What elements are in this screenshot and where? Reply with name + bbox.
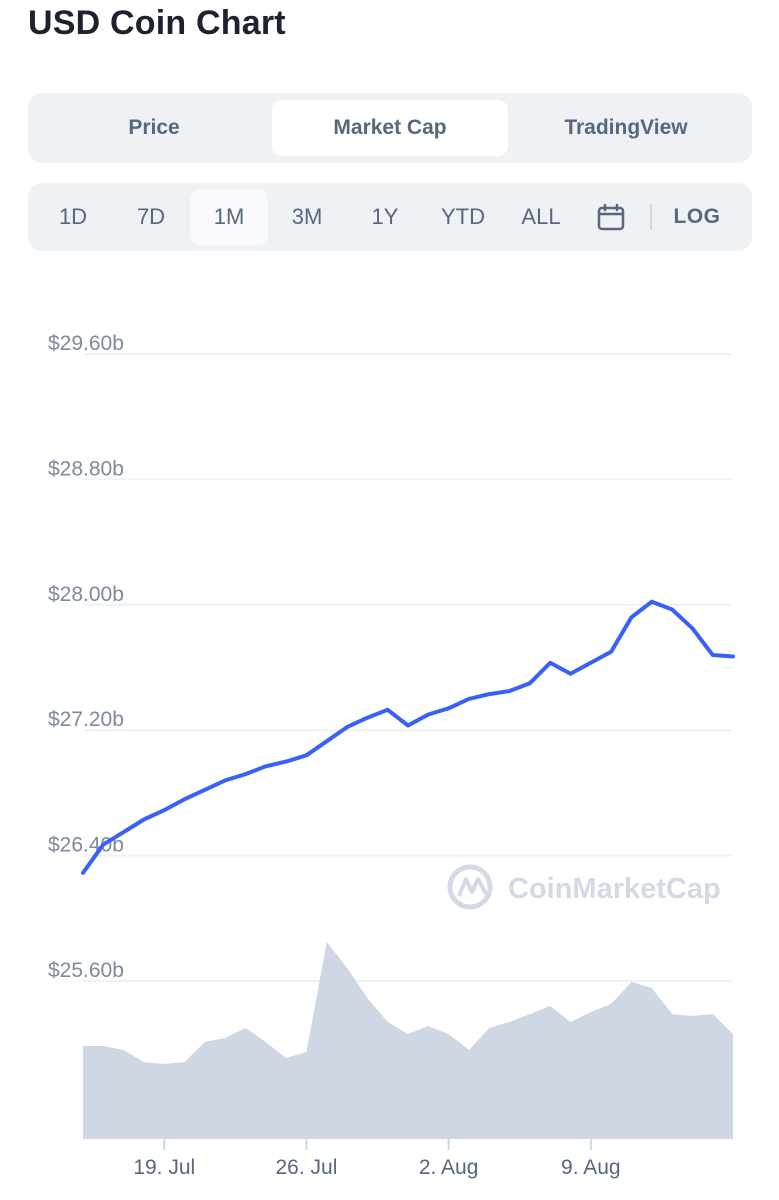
y-tick-label: $27.20b xyxy=(48,708,124,731)
range-ytd-button[interactable]: YTD xyxy=(441,204,485,229)
volume-area xyxy=(83,942,733,1138)
coinmarketcap-watermark: CoinMarketCap xyxy=(447,864,721,910)
market-cap-line-group xyxy=(81,599,735,875)
time-range-selector: 1D 7D 1M 3M 1Y YTD ALL LOG xyxy=(28,183,752,251)
y-tick-label: $28.00b xyxy=(48,583,124,606)
chart-grid xyxy=(83,353,733,982)
volume-area-shape xyxy=(83,942,733,1138)
y-tick-label: $26.40b xyxy=(48,834,124,857)
x-tick-label: 26. Jul xyxy=(276,1156,338,1179)
market-cap-line xyxy=(81,599,735,875)
tab-market-cap[interactable]: Market Cap xyxy=(272,100,508,156)
y-tick-label: $25.60b xyxy=(48,959,124,982)
chart-type-tabs: Price Market Cap TradingView xyxy=(28,93,752,163)
range-7d-button[interactable]: 7D xyxy=(136,204,166,229)
tab-tradingview[interactable]: TradingView xyxy=(564,116,688,139)
coinmarketcap-logo-icon xyxy=(447,864,493,910)
divider xyxy=(650,204,652,230)
coinmarketcap-logo-mark xyxy=(457,877,488,897)
calendar-button[interactable] xyxy=(580,189,642,245)
range-1d-button[interactable]: 1D xyxy=(58,204,88,229)
x-tick-label: 19. Jul xyxy=(133,1156,195,1179)
x-tick-label: 2. Aug xyxy=(419,1156,479,1179)
x-axis: 19. Jul 26. Jul 2. Aug 9. Aug xyxy=(83,1137,733,1179)
y-axis: $29.60b $28.80b $28.00b $27.20b $26.40b $25.6… xyxy=(48,332,124,982)
x-tick-label: 9. Aug xyxy=(561,1156,621,1179)
range-all-button[interactable]: ALL xyxy=(521,204,561,229)
range-3m-button[interactable]: 3M xyxy=(291,204,323,229)
tab-price[interactable]: Price xyxy=(128,116,180,139)
y-tick-label: $29.60b xyxy=(48,332,124,355)
market-cap-chart[interactable]: CoinMarketCap $29.60b $28.80b $28.00b $27.2… xyxy=(0,260,779,1200)
range-1y-button[interactable]: 1Y xyxy=(371,204,399,229)
page-title: USD Coin Chart xyxy=(28,4,286,42)
watermark-text: CoinMarketCap xyxy=(508,873,721,905)
calendar-icon xyxy=(597,203,625,231)
y-tick-label: $28.80b xyxy=(48,457,124,480)
log-scale-button[interactable]: LOG xyxy=(673,205,721,228)
range-1m-button[interactable]: 1M xyxy=(190,189,268,245)
